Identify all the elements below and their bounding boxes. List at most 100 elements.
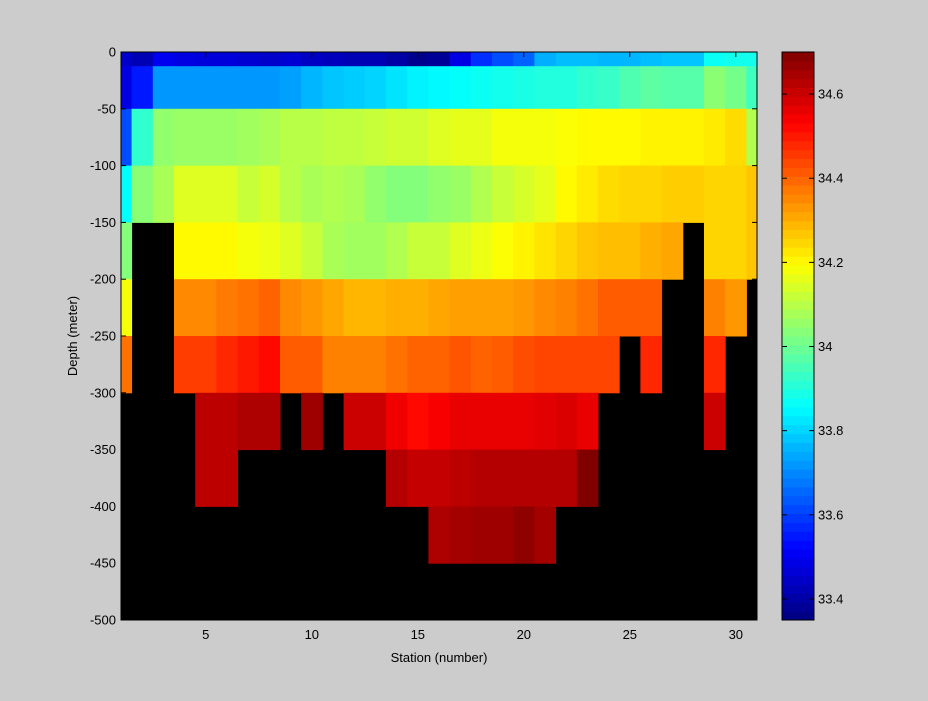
colorbar-segment xyxy=(782,96,814,106)
colorbar-segment xyxy=(782,131,814,142)
colorbar-segment xyxy=(782,531,814,541)
heatmap-cell xyxy=(386,449,408,507)
heatmap-cell xyxy=(343,66,366,110)
heatmap-cell xyxy=(682,108,705,167)
heatmap-cell xyxy=(534,222,557,280)
colorbar-segment xyxy=(782,149,814,159)
heatmap-cell xyxy=(449,336,472,394)
colorbar-segment xyxy=(782,69,814,80)
heatmap-cell xyxy=(598,52,620,67)
colorbar-segment xyxy=(782,211,814,222)
heatmap-cell xyxy=(322,66,345,110)
heatmap-cell xyxy=(449,222,472,280)
heatmap-cell xyxy=(640,66,663,110)
heatmap-cell xyxy=(513,506,535,564)
heatmap-cell xyxy=(121,108,133,167)
heatmap-cell xyxy=(322,279,345,337)
heatmap-cell xyxy=(152,165,175,223)
colorbar-segment xyxy=(782,398,814,408)
heatmap-cell xyxy=(386,279,408,337)
heatmap-cell xyxy=(746,108,758,167)
x-tick-label: 25 xyxy=(623,627,637,642)
heatmap-cell xyxy=(449,52,472,67)
heatmap-cell xyxy=(174,52,196,67)
heatmap-cell xyxy=(364,392,387,451)
heatmap-cell xyxy=(640,336,663,394)
heatmap-cell xyxy=(555,336,578,394)
heatmap-cell xyxy=(746,165,758,223)
heatmap-cell xyxy=(216,66,239,110)
heatmap-cell xyxy=(704,165,726,223)
heatmap-cell xyxy=(598,108,620,167)
colorbar-segment xyxy=(782,114,814,124)
heatmap-cell xyxy=(280,108,302,167)
y-tick-label: -100 xyxy=(90,158,116,173)
heatmap-cell xyxy=(258,66,281,110)
heatmap-cell xyxy=(428,66,451,110)
heatmap-cell xyxy=(725,66,747,110)
heatmap-cell xyxy=(322,52,345,67)
colorbar-segment xyxy=(782,469,814,479)
heatmap-cell xyxy=(746,66,758,110)
colorbar-segment xyxy=(782,300,814,310)
heatmap-cell xyxy=(216,222,239,280)
colorbar-ticks: 33.4 33.6 33.8 34 34.2 34.4 34.6 xyxy=(782,87,843,606)
heatmap-cell xyxy=(258,336,281,394)
heatmap-cell xyxy=(492,392,514,451)
y-tick-label: -150 xyxy=(90,215,116,230)
heatmap-cell xyxy=(280,279,302,337)
heatmap-cell xyxy=(576,336,599,394)
heatmap-cell xyxy=(449,108,472,167)
heatmap-cell xyxy=(640,165,663,223)
heatmap-cell xyxy=(258,165,281,223)
x-tick-label: 10 xyxy=(305,627,319,642)
heatmap-cell xyxy=(470,108,493,167)
heatmap-cell xyxy=(682,52,705,67)
heatmap-cell xyxy=(237,392,260,451)
heatmap-cell xyxy=(576,449,599,507)
y-tick-label: -200 xyxy=(90,272,116,287)
colorbar-segment xyxy=(782,78,814,88)
heatmap-cell xyxy=(704,279,726,337)
colorbar-tick-label: 33.8 xyxy=(818,423,843,438)
heatmap-cell xyxy=(195,392,217,451)
heatmap-cell xyxy=(343,392,366,451)
x-tick-label: 5 xyxy=(202,627,209,642)
heatmap-cell xyxy=(121,52,133,67)
x-tick-label: 20 xyxy=(517,627,531,642)
heatmap-cell xyxy=(216,336,239,394)
heatmap-cell xyxy=(576,279,599,337)
x-tick-label: 30 xyxy=(729,627,743,642)
heatmap-cell xyxy=(121,222,133,280)
heatmap-cell xyxy=(640,279,663,337)
colorbar-segment xyxy=(782,327,814,337)
heatmap-cell xyxy=(619,52,641,67)
y-tick-label: -400 xyxy=(90,499,116,514)
heatmap-cell xyxy=(619,108,641,167)
heatmap-cell xyxy=(704,108,726,167)
heatmap-cell xyxy=(386,52,408,67)
heatmap-cell xyxy=(704,222,726,280)
colorbar-segment xyxy=(782,513,814,523)
colorbar-segment xyxy=(782,451,814,461)
colorbar-segment xyxy=(782,424,814,435)
heatmap-cell xyxy=(428,336,451,394)
heatmap-cell xyxy=(598,222,620,280)
heatmap-cell xyxy=(301,279,323,337)
x-axis-label: Station (number) xyxy=(391,650,488,665)
colorbar-segment xyxy=(782,584,814,594)
heatmap-cell xyxy=(725,222,747,280)
heatmap-cell xyxy=(237,279,260,337)
heatmap-cell xyxy=(704,392,726,451)
colorbar-segment xyxy=(782,123,814,133)
heatmap-cell xyxy=(301,108,323,167)
heatmap-cell xyxy=(301,222,323,280)
colorbar-segment xyxy=(782,256,814,266)
heatmap-cell xyxy=(470,336,493,394)
heatmap-cell xyxy=(513,449,535,507)
heatmap-cell xyxy=(216,165,239,223)
heatmap-cell xyxy=(576,108,599,167)
colorbar-segment xyxy=(782,52,814,62)
colorbar-segment xyxy=(782,495,814,506)
y-axis-ticks: 0 -50 -100 -150 -200 -250 -300 -350 -400 -450 -500 xyxy=(90,45,757,628)
